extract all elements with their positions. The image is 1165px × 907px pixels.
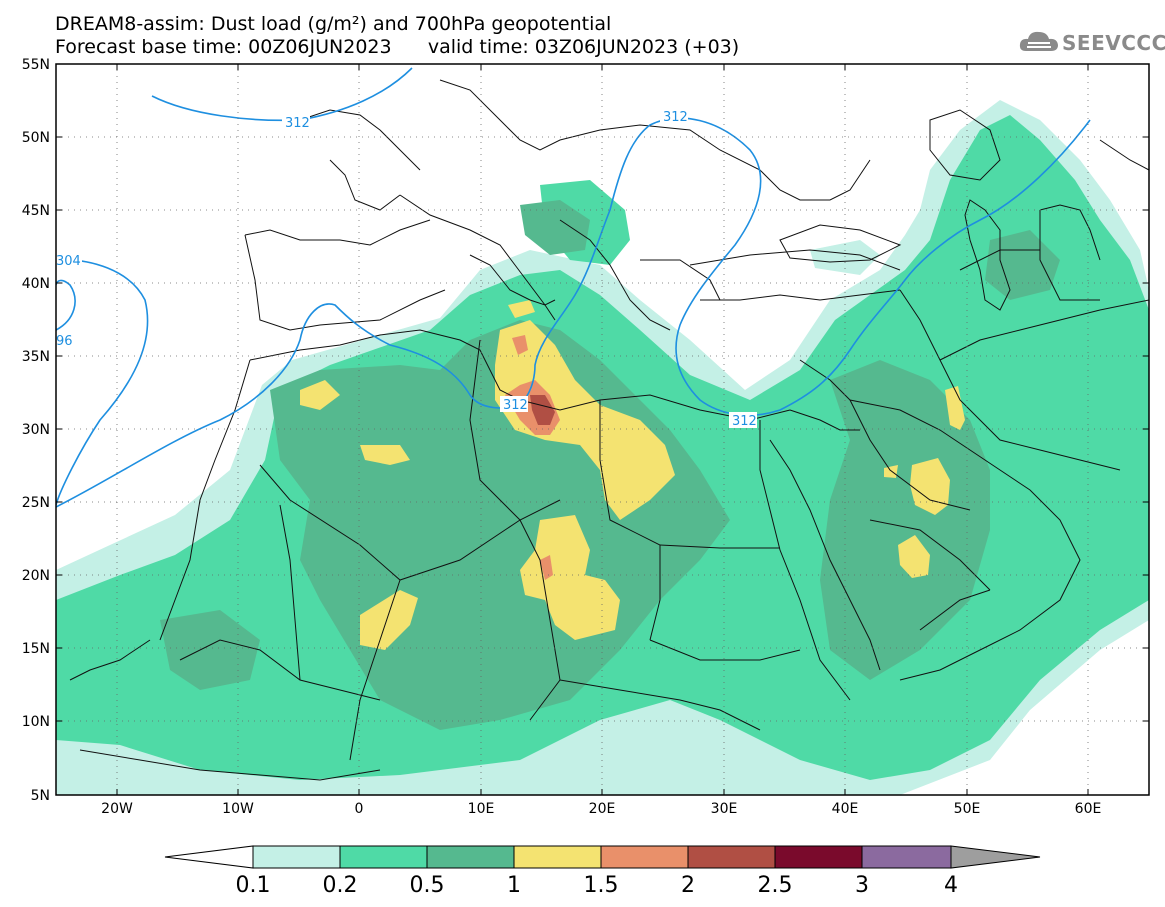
- lon-label: 30E: [711, 801, 738, 817]
- colorbar-label: 4: [944, 873, 958, 898]
- colorbar-segment: [600, 845, 689, 869]
- colorbar: [164, 845, 1041, 869]
- colorbar-label: 0.1: [235, 873, 271, 898]
- contour-labels: 312 312 312 312 304 96: [56, 108, 757, 429]
- colorbar-over-arrow: [950, 845, 1041, 869]
- lat-label: 50N: [22, 130, 50, 146]
- lat-label: 25N: [22, 495, 50, 511]
- contour-label: 96: [56, 334, 73, 349]
- lon-label: 20E: [589, 801, 616, 817]
- lat-label: 15N: [22, 641, 50, 657]
- colorbar-label: 2.5: [757, 873, 793, 898]
- lon-label: 40E: [832, 801, 859, 817]
- colorbar-under-arrow: [164, 845, 254, 869]
- colorbar-label: 0.5: [409, 873, 445, 898]
- graticule: [56, 64, 1149, 795]
- colorbar-label: 2: [681, 873, 695, 898]
- colorbar-segment: [339, 845, 428, 869]
- lat-label: 5N: [31, 788, 50, 804]
- colorbar-label: 1: [507, 873, 521, 898]
- lat-label: 35N: [22, 349, 50, 365]
- lat-label: 45N: [22, 203, 50, 219]
- contour-label: 312: [732, 414, 757, 429]
- lat-label: 10N: [22, 714, 50, 730]
- coastlines-borders: [69, 79, 1149, 781]
- lon-label: 0: [355, 801, 364, 817]
- contour-label: 312: [663, 110, 688, 125]
- lon-label: 10W: [222, 801, 254, 817]
- dust-level-1: [300, 300, 965, 650]
- lat-label: 40N: [22, 276, 50, 292]
- lon-label: 10E: [468, 801, 495, 817]
- colorbar-label: 1.5: [583, 873, 619, 898]
- colorbar-segment: [426, 845, 515, 869]
- contour-label: 304: [56, 254, 81, 269]
- map-area: 312 312 312 312 304 96: [56, 64, 1149, 795]
- seevccc-logo: SEEVCCC: [1018, 27, 1165, 57]
- map-title: DREAM8-assim: Dust load (g/m²) and 700hP…: [55, 13, 612, 35]
- axis-ticks: [56, 64, 1149, 795]
- colorbar-segment: [687, 845, 776, 869]
- colorbar-segment: [774, 845, 863, 869]
- cloud-icon: [1019, 31, 1058, 51]
- colorbar-label: 0.2: [322, 873, 358, 898]
- colorbar-segment: [513, 845, 602, 869]
- contour-label: 312: [285, 116, 310, 131]
- forecast-base-time: Forecast base time: 00Z06JUN2023: [55, 36, 392, 58]
- valid-time: valid time: 03Z06JUN2023 (+03): [427, 36, 740, 58]
- lat-label: 30N: [22, 422, 50, 438]
- colorbar-segment: [861, 845, 952, 869]
- lat-label: 55N: [22, 57, 50, 73]
- colorbar-label: 3: [855, 873, 869, 898]
- longitude-labels: 20W 10W 0 10E 20E 30E 40E 50E 60E: [101, 801, 1101, 817]
- lon-label: 60E: [1075, 801, 1102, 817]
- logo-text: SEEVCCC: [1062, 31, 1165, 55]
- dust-level-2: [530, 395, 555, 425]
- latitude-labels: 55N 50N 45N 40N 35N 30N 25N 20N 15N 10N …: [22, 57, 50, 804]
- lat-label: 20N: [22, 568, 50, 584]
- lon-label: 50E: [954, 801, 981, 817]
- contour-label: 312: [503, 398, 528, 413]
- map-subtitle: Forecast base time: 00Z06JUN2023 valid t…: [55, 37, 739, 57]
- colorbar-segment: [252, 845, 341, 869]
- lon-label: 20W: [101, 801, 133, 817]
